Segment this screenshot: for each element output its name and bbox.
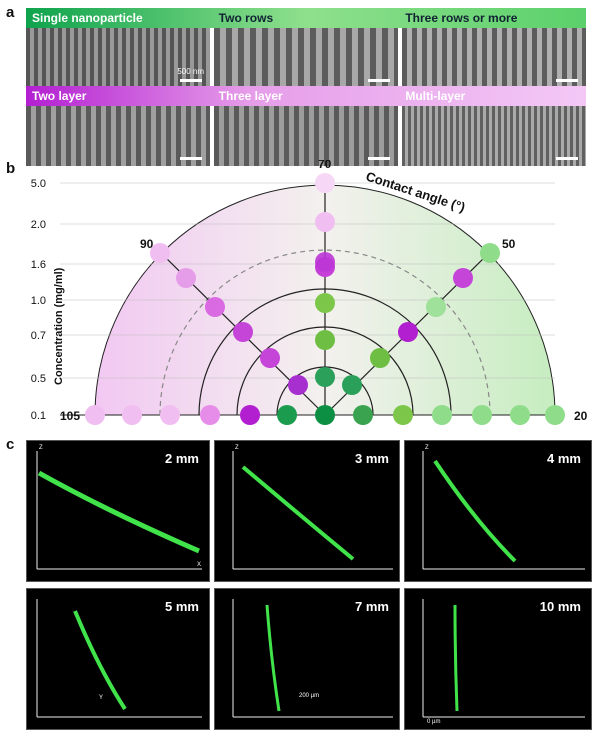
axis-z: Z	[39, 445, 43, 451]
tick-1-6: 1.6	[31, 259, 46, 271]
y-axis-label: Concentration (mg/ml)	[53, 267, 65, 385]
sem-image-two-rows	[214, 28, 398, 88]
fiber-trace	[36, 599, 202, 718]
tick-0-7: 0.7	[31, 330, 46, 342]
x-tick: 0 µm	[427, 719, 441, 725]
scale-bar	[180, 79, 202, 82]
sem-image-single: 500 nm	[26, 28, 210, 88]
axis-x: X	[197, 562, 202, 568]
axis-z: Z	[425, 445, 429, 451]
label-three-rows: Three rows or more	[405, 11, 518, 25]
fiber-trace	[232, 451, 393, 570]
panel-label: 10 mm	[539, 599, 581, 614]
panel-label: 7 mm	[355, 599, 389, 614]
tick-0-5: 0.5	[31, 373, 46, 385]
label-single-nanoparticle: Single nanoparticle	[32, 11, 143, 25]
concentration-ticks: 5.0 2.0 1.6 1.0 0.7 0.5 0.1	[31, 178, 46, 422]
scale-bar	[368, 157, 390, 160]
micro-panel-2mm: 2 mm Z X	[26, 440, 210, 582]
micro-panel-3mm: 3 mm Z	[214, 440, 400, 582]
panel-label: 2 mm	[165, 451, 199, 466]
panel-c-letter: c	[6, 436, 15, 453]
micro-panel-10mm: 10 mm 0 µm	[404, 588, 592, 730]
panel-label: 4 mm	[547, 451, 581, 466]
label-two-rows: Two rows	[218, 11, 274, 25]
sem-images-row-1: 500 nm	[26, 28, 586, 88]
axis-y: Y	[99, 695, 104, 701]
tick-1: 1.0	[31, 295, 46, 307]
panel-b-letter: b	[6, 160, 16, 177]
axis-z: Z	[235, 445, 239, 451]
concentration-gridlines	[60, 182, 555, 379]
microscopy-grid: 2 mm Z X 3 mm Z 4 mm Z 5 mm Y 7 mm 200 µ…	[26, 440, 592, 730]
panel-label: 5 mm	[165, 599, 199, 614]
vertical-pies	[315, 173, 335, 387]
micro-panel-5mm: 5 mm Y	[26, 588, 210, 730]
y-tick: 200 µm	[299, 693, 320, 699]
sem-image-three-rows	[402, 28, 586, 88]
right-diagonal-pies	[342, 243, 500, 395]
fiber-trace	[232, 599, 393, 718]
micro-panel-4mm: 4 mm Z	[404, 440, 592, 582]
label-three-layer: Three layer	[218, 89, 283, 103]
tick-5: 5.0	[31, 178, 46, 190]
panel-label: 3 mm	[355, 451, 389, 466]
tick-0-1: 0.1	[31, 410, 46, 422]
scale-bar	[368, 79, 390, 82]
left-diagonal-pies	[150, 243, 308, 395]
scale-bar	[556, 157, 578, 160]
angle-50: 50	[502, 237, 516, 251]
contact-angle-diagram: 5.0 2.0 1.6 1.0 0.7 0.5 0.1 Concentratio…	[31, 160, 588, 425]
micro-panel-7mm: 7 mm 200 µm	[214, 588, 400, 730]
panel-a-letter: a	[6, 4, 15, 21]
sem-row-1: Single nanoparticle Two rows Three rows …	[26, 8, 586, 88]
scale-text: 500 nm	[177, 67, 204, 76]
sem-image-three-layer	[214, 106, 398, 166]
angle-105: 105	[60, 409, 80, 423]
label-two-layer: Two layer	[32, 89, 87, 103]
baseline-pies	[85, 405, 565, 425]
angle-70: 70	[318, 160, 332, 171]
fiber-trace	[422, 451, 585, 570]
sem-header-magenta: Two layer Three layer Multi-layer	[26, 86, 586, 106]
label-multi-layer: Multi-layer	[405, 89, 466, 103]
angle-20: 20	[574, 409, 588, 423]
sem-row-2: Two layer Three layer Multi-layer	[26, 86, 586, 166]
sem-image-multi-layer	[402, 106, 586, 166]
sem-image-two-layer	[26, 106, 210, 166]
tick-2: 2.0	[31, 219, 46, 231]
sem-header-green: Single nanoparticle Two rows Three rows …	[26, 8, 586, 28]
scale-bar	[180, 157, 202, 160]
fiber-trace	[422, 599, 585, 718]
sem-images-row-2	[26, 106, 586, 166]
angle-90: 90	[140, 237, 154, 251]
fiber-trace	[36, 451, 202, 570]
scale-bar	[556, 79, 578, 82]
